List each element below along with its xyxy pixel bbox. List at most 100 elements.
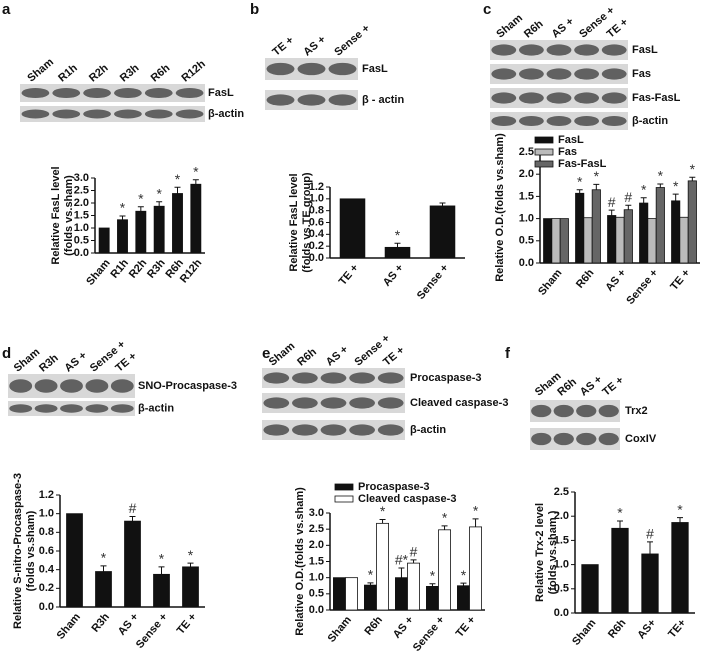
x-tick-label: Sham [326,614,355,645]
blot-band [292,424,318,436]
lane-label: AS + [301,33,328,58]
y-tick-label: 1.0 [74,222,89,234]
x-tick-label: Sham [536,267,565,298]
blot-band [9,404,33,413]
blot-band [263,397,290,409]
blot-band [349,372,375,384]
blot-band [34,379,58,393]
x-tick-label: Sense + [411,614,447,654]
y-tick-label: 1.5 [309,555,324,567]
significance-marker: * [594,168,600,184]
y-tick-label: 1.2 [39,489,54,501]
blot-band [518,44,544,56]
lane-label: R3h [118,62,142,85]
bar [333,577,346,611]
bar [407,562,420,611]
y-tick-label: 3.0 [74,172,89,184]
blot-band [320,372,347,384]
blot-band [320,424,347,436]
legend-label: Fas-FasL [558,158,607,170]
bar [611,527,629,614]
blot-band [574,68,600,80]
blot-band [297,94,326,106]
x-tick-label: R12h [178,257,205,286]
significance-marker: * [159,551,165,567]
bar [687,180,697,264]
blot-band [21,87,50,99]
blot-strip [530,400,620,422]
significance-marker: * [617,505,623,521]
error-bar [576,189,583,194]
x-tick-label: TE + [668,267,692,293]
lane-label: TE + [600,374,626,398]
x-tick-label: R3h [145,257,168,281]
error-bar [192,179,199,185]
y-tick-label: 1.0 [309,193,324,205]
lane-label: R6h [149,62,173,85]
y-tick-label: 0.0 [39,601,54,613]
blot-band [601,92,627,104]
blot-band [34,404,58,413]
blot-band [52,87,81,99]
blot-band [574,92,600,104]
legend-label: Fas [558,146,577,158]
y-tick-label: 2.0 [309,539,324,551]
error-bar [119,215,126,220]
x-tick-label: TE+ [666,617,688,640]
blot-band [546,68,572,80]
y-tick-label: 0.6 [39,545,54,557]
legend-swatch [534,160,554,168]
blot-band [292,397,318,409]
significance-marker: * [673,178,679,194]
bar [95,571,112,608]
x-tick-label: AS + [391,614,416,641]
y-axis-label: (folds vs.TE group) [301,172,313,273]
blot-band [546,44,572,56]
y-tick-label: 2.0 [519,168,534,180]
significance-marker: * [430,568,436,584]
y-tick-label: 2.5 [309,523,324,535]
blot-band [574,44,600,56]
lane-label: AS + [63,349,90,374]
blot-band [114,87,142,99]
y-tick-label: 0.8 [39,526,54,538]
lane-label: R2h [87,62,111,85]
x-tick-label: Sham [55,611,84,642]
y-axis-label: Relative O.D.(folds vs.sham) [494,133,506,282]
blot-band [320,397,347,409]
blot-band [85,404,109,413]
y-tick-label: 2.5 [554,486,569,498]
significance-marker: * [461,567,467,583]
y-axis-label: (folds vs.sham) [25,510,37,591]
bar [98,227,110,254]
y-tick-label: 0.0 [309,604,324,616]
blot-band [144,87,173,99]
lane-label: AS + [578,373,605,398]
x-tick-label: R2h [127,257,150,281]
error-bar [367,582,374,586]
error-bar [187,562,194,567]
blot-band [266,94,295,106]
error-bar [640,197,647,204]
blot-band [546,92,572,104]
y-tick-label: 1.5 [74,209,89,221]
blot-band [175,87,204,99]
lane-label: R6h [295,346,319,369]
y-tick-label: 2.0 [74,197,89,209]
blot-band [377,397,404,409]
x-tick-label: AS + [116,611,141,638]
blot-band [377,372,404,384]
bar [679,216,689,264]
x-tick-label: R6h [362,614,385,638]
band-label: SNO-Procaspase-3 [138,380,237,392]
lane-label: Sham [25,56,56,85]
band-label: Fas-FasL [632,92,681,104]
y-tick-label: 0.0 [309,252,324,264]
blot-band [601,115,627,127]
blot-band [531,404,552,418]
error-bar [379,518,386,524]
blot-band [598,404,619,418]
y-tick-label: 1.5 [519,190,534,202]
panel-letter: e [262,345,270,362]
